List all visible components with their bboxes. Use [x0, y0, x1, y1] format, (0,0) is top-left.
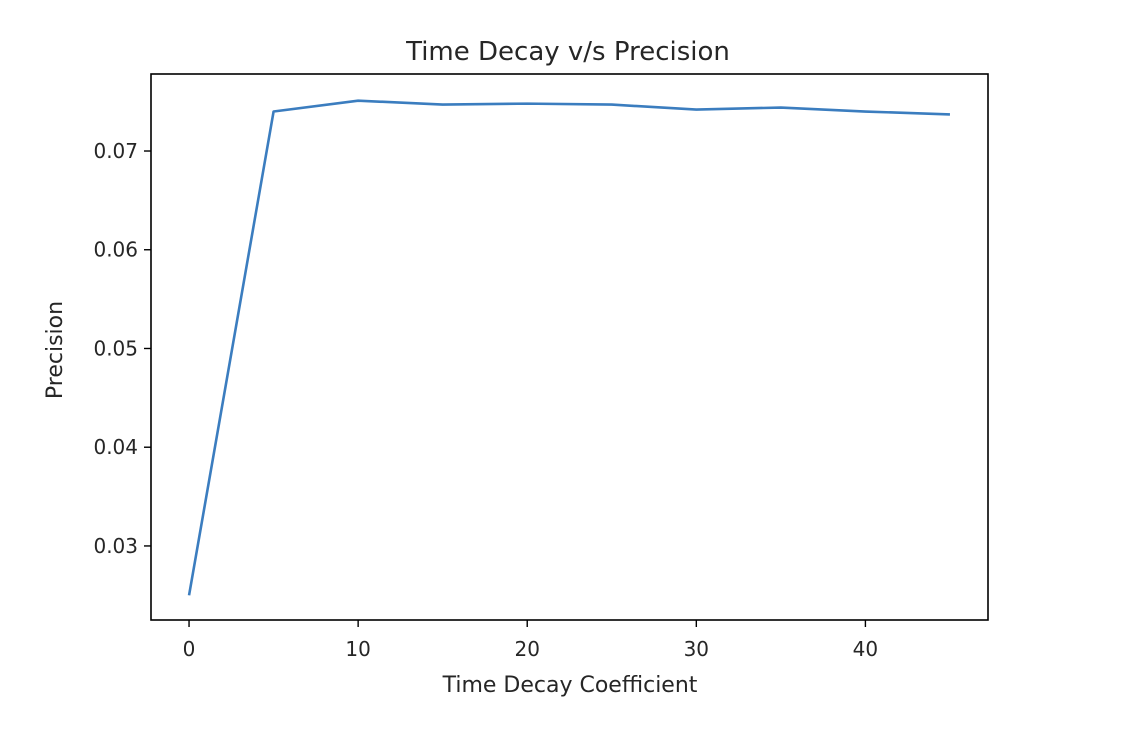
x-tick-label: 40	[853, 637, 878, 661]
chart-title: Time Decay v/s Precision	[405, 37, 730, 67]
x-axis-label: Time Decay Coefficient	[442, 673, 698, 698]
series-layer	[187, 99, 950, 596]
x-tick-label: 20	[515, 637, 540, 661]
plot-area-frame	[150, 73, 989, 621]
y-tick-label: 0.04	[93, 435, 138, 459]
ticks-layer: 0 10 20 30 40 0.03 0.04 0.05 0.06 0.07	[93, 139, 878, 661]
x-tick-label: 30	[684, 637, 709, 661]
y-tick-label: 0.03	[93, 534, 138, 558]
y-tick-label: 0.07	[93, 139, 138, 163]
y-axis-label: Precision	[43, 301, 68, 399]
y-tick-label: 0.06	[93, 238, 138, 262]
x-tick-label: 0	[183, 637, 196, 661]
series-line	[187, 99, 950, 596]
y-tick-label: 0.05	[93, 336, 138, 360]
x-tick-label: 10	[345, 637, 370, 661]
